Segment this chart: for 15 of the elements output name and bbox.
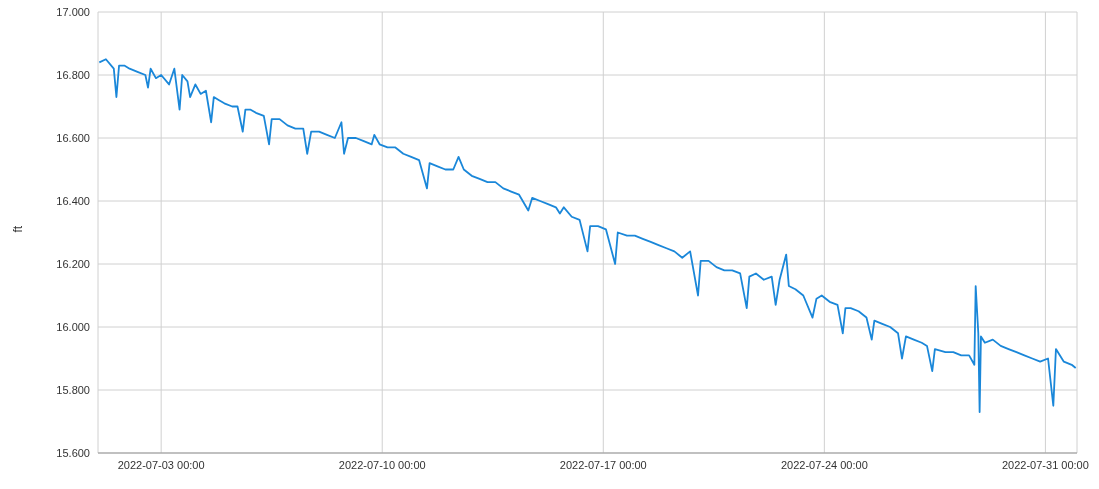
x-tick-label: 2022-07-31 00:00 <box>1001 458 1089 471</box>
y-axis-title: ft <box>11 225 26 233</box>
x-tick-label: 2022-07-17 00:00 <box>559 458 647 471</box>
y-tick-label: 16.000 <box>56 320 90 333</box>
line-series <box>98 58 1077 413</box>
y-tick-label: 15.600 <box>56 446 90 459</box>
x-tick-label: 2022-07-10 00:00 <box>338 458 426 471</box>
y-tick-label: 16.600 <box>56 131 90 144</box>
y-tick-label: 16.800 <box>56 68 90 81</box>
y-tick-label: 16.200 <box>56 257 90 270</box>
x-tick-label: 2022-07-24 00:00 <box>780 458 868 471</box>
y-tick-label: 17.000 <box>56 5 90 18</box>
x-tick-label: 2022-07-03 00:00 <box>117 458 205 471</box>
y-tick-label: 15.800 <box>56 383 90 396</box>
y-tick-label: 16.400 <box>56 194 90 207</box>
